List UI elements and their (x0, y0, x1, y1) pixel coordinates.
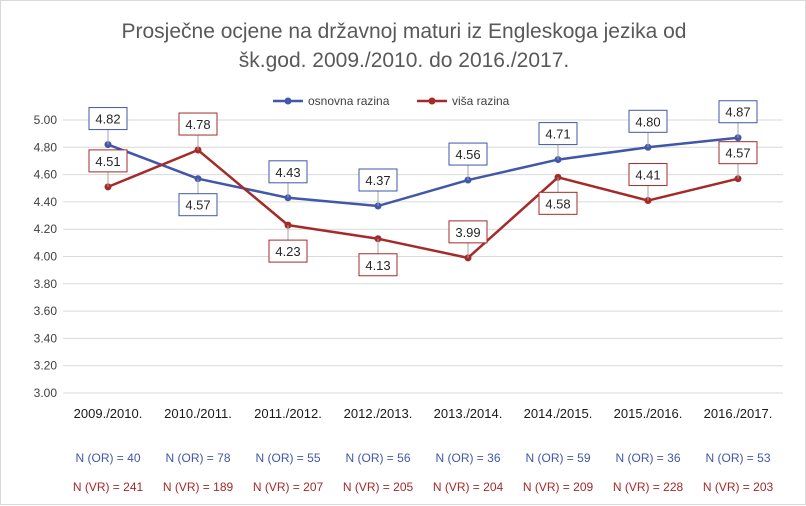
data-label: 4.80 (628, 109, 668, 148)
data-label-box (628, 109, 668, 133)
data-label: 4.82 (88, 107, 128, 145)
data-label-box (268, 160, 308, 184)
sample-count: N (VR) = 204 (433, 480, 504, 494)
sample-count: N (OR) = 36 (435, 451, 500, 465)
data-labels: 4.82 4.57 4.43 4.37 4.56 4.71 4.80 4.87 4.51 4.78… (88, 100, 758, 277)
legend: osnovna razina viša razina (273, 94, 510, 108)
sample-count: N (OR) = 59 (525, 451, 590, 465)
x-tick-label: 2016./2017. (704, 406, 773, 421)
data-label-text: 4.78 (185, 117, 210, 132)
data-label: 4.56 (448, 142, 488, 181)
data-label-box (268, 239, 308, 263)
sample-count: N (OR) = 55 (255, 451, 320, 465)
sample-count: N (VR) = 203 (703, 480, 774, 494)
data-label-box (88, 149, 128, 173)
chart-title-line-2: šk.god. 2009./2010. do 2016./2017. (239, 49, 569, 72)
y-tick-label: 3.00 (34, 386, 58, 400)
data-label: 4.37 (358, 168, 398, 206)
y-tick-label: 4.80 (34, 140, 58, 154)
x-tick-label: 2009./2010. (74, 406, 143, 421)
data-label: 4.71 (538, 122, 578, 160)
sample-count: N (OR) = 78 (165, 451, 230, 465)
series-line (107, 136, 739, 208)
x-tick-label: 2015./2016. (614, 406, 683, 421)
data-label-box (628, 163, 668, 187)
data-label-text: 4.37 (365, 173, 390, 188)
x-axis: 2009./2010. 2010./2011. 2011./2012. 2012./2… (74, 406, 773, 421)
data-label: 4.23 (268, 225, 308, 263)
data-label-text: 4.23 (275, 244, 300, 259)
data-label-text: 4.57 (185, 198, 210, 213)
data-label: 4.57 (178, 178, 218, 217)
y-tick-label: 4.40 (34, 195, 58, 209)
chart-title-line-1: Prosječne ocjene na državnoj maturi iz E… (122, 20, 687, 43)
legend-label: viša razina (452, 94, 510, 108)
data-label-box (358, 168, 398, 192)
data-label-text: 4.56 (455, 147, 480, 162)
sample-count: N (VR) = 207 (253, 480, 324, 494)
x-tick-label: 2011./2012. (254, 406, 322, 421)
x-tick-label: 2014./2015. (524, 406, 593, 421)
series-line (107, 148, 739, 260)
data-label: 4.57 (718, 141, 758, 179)
data-label-box (178, 193, 218, 217)
data-label-box (718, 141, 758, 165)
data-label-text: 4.71 (545, 127, 570, 142)
y-tick-label: 5.00 (34, 113, 58, 127)
data-label: 4.87 (718, 100, 758, 138)
sample-count: N (VR) = 209 (523, 480, 594, 494)
data-label: 4.13 (358, 238, 398, 277)
sample-count: N (VR) = 189 (163, 480, 234, 494)
sample-count: N (OR) = 53 (705, 451, 770, 465)
data-label: 4.41 (628, 163, 668, 201)
data-label-text: 4.41 (635, 168, 660, 183)
data-label-box (718, 100, 758, 124)
data-label-box (448, 142, 488, 166)
series-layer (104, 134, 742, 262)
y-tick-label: 3.80 (34, 277, 58, 291)
sample-count: N (VR) = 241 (73, 480, 144, 494)
data-label-text: 4.58 (545, 196, 570, 211)
data-label-text: 3.99 (455, 225, 480, 240)
data-label-box (178, 112, 218, 136)
data-label-text: 4.87 (725, 105, 750, 120)
x-tick-label: 2010./2011. (164, 406, 232, 421)
y-tick-label: 3.20 (34, 359, 58, 373)
y-tick-label: 3.60 (34, 304, 58, 318)
data-label-text: 4.43 (275, 165, 300, 180)
y-tick-label: 3.40 (34, 331, 58, 345)
data-label-text: 4.80 (635, 114, 660, 129)
data-label-text: 4.51 (95, 154, 120, 169)
sample-count: N (OR) = 36 (615, 451, 680, 465)
data-label-text: 4.13 (365, 258, 390, 273)
data-label-box (88, 107, 128, 131)
y-tick-label: 4.60 (34, 168, 58, 182)
sample-count: N (VR) = 205 (343, 480, 414, 494)
sample-count: N (VR) = 228 (613, 480, 684, 494)
y-tick-label: 4.00 (34, 250, 58, 264)
data-label-box (538, 191, 578, 215)
legend-marker (284, 97, 292, 105)
data-label: 3.99 (448, 220, 488, 258)
sample-count: N (OR) = 56 (345, 451, 410, 465)
data-label-box (358, 253, 398, 277)
x-tick-label: 2012./2013. (344, 406, 413, 421)
data-label-box (538, 122, 578, 146)
data-label: 4.43 (268, 160, 308, 198)
sample-count: N (OR) = 40 (75, 451, 140, 465)
x-tick-label: 2013./2014. (434, 406, 503, 421)
data-label-text: 4.57 (725, 146, 750, 161)
data-label-box (448, 220, 488, 244)
sample-counts: N (OR) = 40 N (OR) = 78 N (OR) = 55 N (OR) … (73, 451, 774, 494)
data-label: 4.51 (88, 149, 128, 187)
y-axis: 3.00 3.20 3.40 3.60 3.80 4.00 4.20 4.40 4.60 4.80… (34, 113, 58, 400)
y-tick-label: 4.20 (34, 222, 58, 236)
legend-label: osnovna razina (308, 94, 390, 108)
data-label: 4.78 (178, 112, 218, 151)
data-label: 4.58 (538, 177, 578, 215)
data-label-text: 4.82 (95, 112, 120, 127)
legend-marker (428, 97, 436, 105)
